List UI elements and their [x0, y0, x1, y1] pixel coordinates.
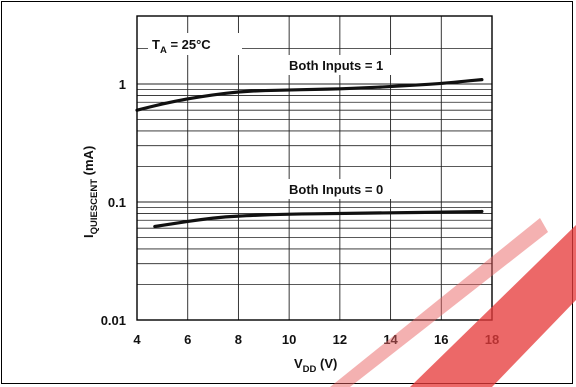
plot-border	[136, 15, 493, 321]
series-label-inputs-0: Both Inputs = 0	[289, 182, 383, 197]
x-tick-label: 14	[383, 332, 398, 347]
y-tick-label: 0.1	[108, 195, 126, 210]
y-axis-label: IQUIESCENT (mA)	[81, 146, 100, 238]
x-axis-label: VDD (V)	[294, 356, 337, 375]
watermark	[330, 218, 576, 387]
x-tick-label: 12	[333, 332, 347, 347]
series-layer	[135, 78, 484, 229]
series-label-bg-0	[286, 179, 420, 199]
condition-label: TA = 25°C	[152, 37, 211, 56]
x-tick-label: 4	[133, 332, 141, 347]
x-tick-label: 10	[282, 332, 296, 347]
x-tick-label: 8	[235, 332, 242, 347]
series-label-bg-1	[286, 55, 420, 75]
y-tick-label: 0.01	[101, 313, 126, 328]
x-tick-label: 16	[434, 332, 448, 347]
x-tick-label: 6	[184, 332, 191, 347]
series-label-inputs-1: Both Inputs = 1	[289, 58, 383, 73]
series-line-0	[135, 78, 484, 112]
series-line-1	[153, 209, 484, 229]
y-tick-label: 1	[119, 77, 126, 92]
condition-box	[148, 33, 242, 55]
